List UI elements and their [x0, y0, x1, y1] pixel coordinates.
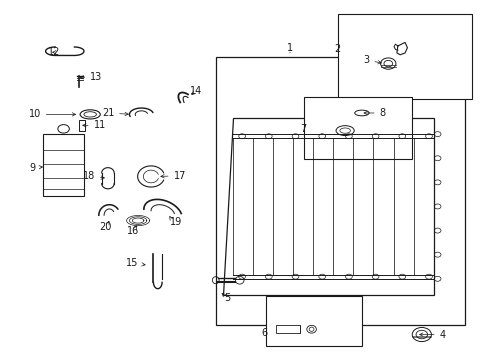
Text: 8: 8 [363, 108, 385, 118]
Text: 5: 5 [224, 293, 230, 303]
Text: 3: 3 [363, 55, 381, 65]
Bar [215, 57, 464, 325]
Polygon shape [223, 118, 433, 294]
Bar [79, 120, 85, 131]
Text: 12: 12 [47, 47, 60, 57]
Text: 4: 4 [419, 329, 445, 339]
Text: 21: 21 [102, 108, 128, 118]
Text: 14: 14 [190, 86, 203, 96]
Text: 2: 2 [333, 45, 340, 54]
Text: 11: 11 [82, 120, 105, 130]
Text: 18: 18 [82, 171, 104, 181]
Text: 6: 6 [261, 328, 267, 338]
Polygon shape [153, 282, 162, 289]
Text: 17: 17 [161, 171, 185, 181]
Text: 19: 19 [170, 217, 182, 227]
Bar [275, 325, 299, 333]
Bar [337, 14, 471, 99]
Bar [304, 97, 411, 159]
Text: 13: 13 [80, 72, 102, 82]
Text: 9: 9 [29, 163, 42, 173]
Text: 10: 10 [28, 109, 76, 120]
Text: 16: 16 [127, 226, 139, 236]
Text: 7: 7 [300, 124, 306, 134]
Bar [43, 134, 84, 196]
Bar [265, 296, 361, 346]
Text: 15: 15 [125, 258, 145, 268]
Text: 20: 20 [99, 221, 111, 231]
Text: 1: 1 [286, 43, 292, 53]
